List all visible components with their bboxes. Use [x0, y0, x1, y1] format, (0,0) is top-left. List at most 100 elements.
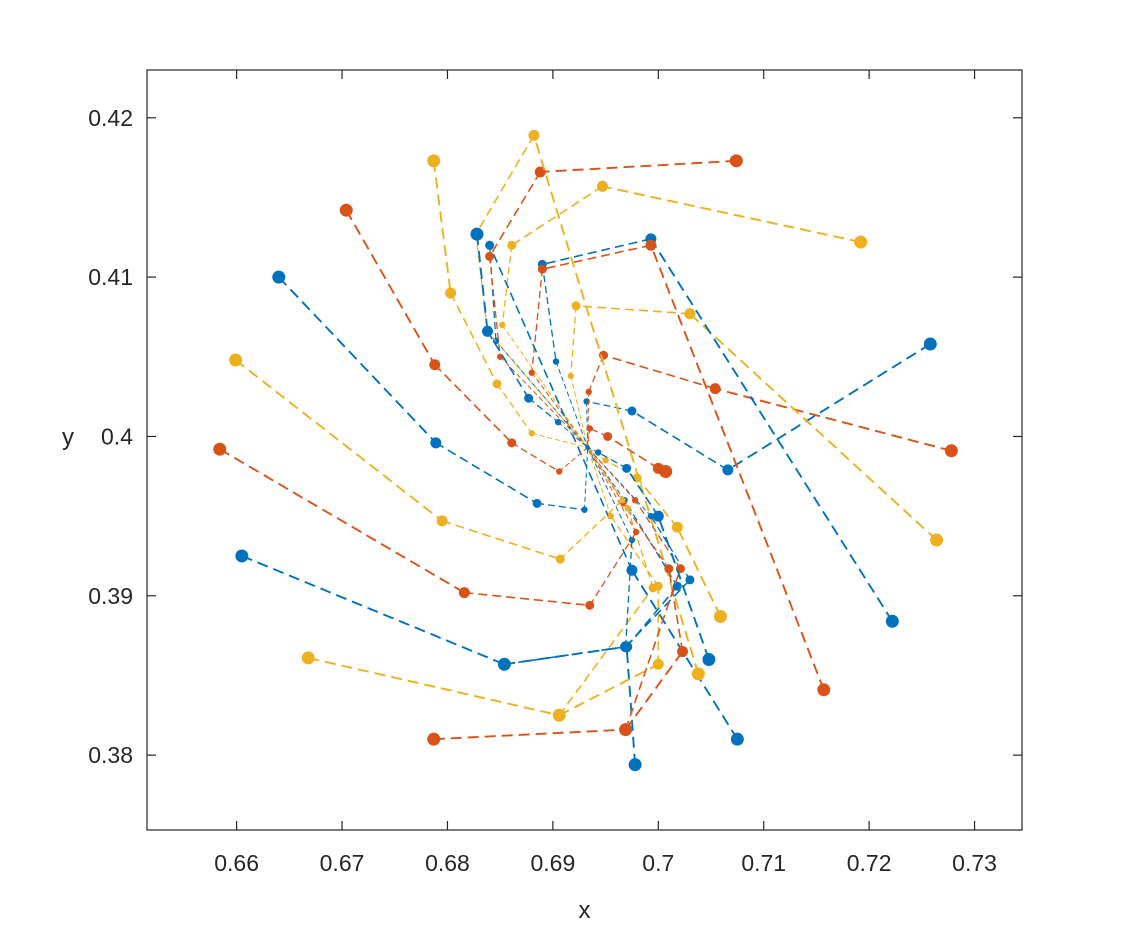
series-segment [586, 400, 633, 412]
data-point [567, 372, 574, 380]
series-segment [475, 234, 489, 332]
data-point [301, 651, 315, 665]
series-segment [689, 313, 938, 541]
series-segment [570, 375, 589, 448]
data-point [622, 463, 632, 473]
series-segment [714, 387, 952, 452]
data-point [627, 406, 637, 416]
plot-frame [146, 69, 1023, 831]
series-segment [607, 435, 659, 469]
x-tick-label: 0.7 [642, 850, 674, 876]
series-segment [587, 447, 612, 517]
y-tick-label: 0.41 [88, 264, 133, 290]
series-segment [636, 477, 678, 528]
y-tick-label: 0.4 [101, 423, 133, 449]
data-point [339, 203, 353, 217]
series-segment [558, 663, 659, 717]
data-point [581, 506, 588, 513]
data-point [664, 564, 674, 574]
y-axis-label: y [62, 424, 74, 451]
data-point [730, 732, 744, 746]
data-point [585, 388, 592, 396]
data-point [553, 709, 565, 721]
series-segment [587, 447, 636, 501]
series-segment [435, 442, 538, 505]
data-point [596, 180, 608, 192]
series-layer [213, 129, 958, 772]
series-segment [434, 364, 513, 444]
data-point [647, 512, 655, 520]
series-segment [631, 410, 729, 471]
data-point [722, 464, 734, 476]
series-1 [583, 337, 937, 476]
data-point [524, 393, 534, 403]
series-5 [528, 239, 831, 697]
series-segment [587, 447, 625, 501]
data-point [671, 521, 683, 533]
data-point [713, 609, 727, 623]
data-point [458, 587, 470, 599]
data-point [648, 583, 658, 593]
x-tick-label: 0.73 [952, 850, 997, 876]
data-point [528, 129, 540, 141]
series-17 [213, 442, 640, 610]
series-segment [499, 356, 589, 448]
series-segment [542, 238, 652, 266]
series-segment [559, 499, 623, 560]
series-segment [433, 728, 626, 741]
data-point [555, 468, 563, 475]
data-point [528, 369, 535, 376]
data-point [427, 732, 441, 746]
series-22 [470, 227, 590, 450]
series-segment [501, 324, 589, 448]
x-tick-label: 0.67 [320, 850, 365, 876]
series-segment [449, 292, 498, 385]
x-tick-label: 0.71 [741, 850, 786, 876]
series-segment [555, 361, 589, 448]
data-point [492, 379, 502, 389]
data-point [817, 683, 831, 697]
data-point [534, 166, 546, 178]
data-point [554, 418, 562, 426]
series-segment [587, 391, 590, 448]
data-point [595, 449, 602, 456]
series-segment [588, 354, 605, 393]
data-point [624, 504, 631, 512]
x-tick-label: 0.72 [847, 850, 892, 876]
data-point [470, 227, 484, 241]
data-point [652, 462, 664, 474]
series-20 [339, 203, 590, 475]
series-segment [464, 591, 590, 607]
data-point [498, 658, 510, 670]
data-point [652, 510, 664, 522]
data-point [213, 442, 227, 456]
series-segment [345, 209, 436, 366]
data-point [552, 358, 560, 365]
data-point [585, 445, 590, 450]
data-point [272, 270, 286, 284]
x-axis-label: x [579, 897, 591, 924]
series-3 [567, 301, 944, 547]
data-point [607, 512, 615, 520]
series-segment [624, 539, 633, 647]
series-segment [557, 421, 588, 448]
data-point [532, 498, 542, 508]
series-segment [622, 503, 670, 570]
data-point [631, 496, 639, 504]
series-segment [587, 428, 591, 448]
data-point [691, 667, 705, 681]
data-point [685, 575, 695, 585]
series-4 [537, 233, 899, 628]
data-point [652, 658, 664, 670]
series-segment [625, 646, 637, 765]
data-point [229, 353, 243, 367]
data-point [628, 758, 642, 772]
series-segment [488, 256, 501, 357]
data-point [885, 614, 899, 628]
data-point [528, 430, 535, 437]
data-point [571, 301, 581, 311]
series-segment [587, 447, 637, 533]
data-point [944, 444, 958, 458]
series-segment [597, 451, 627, 469]
